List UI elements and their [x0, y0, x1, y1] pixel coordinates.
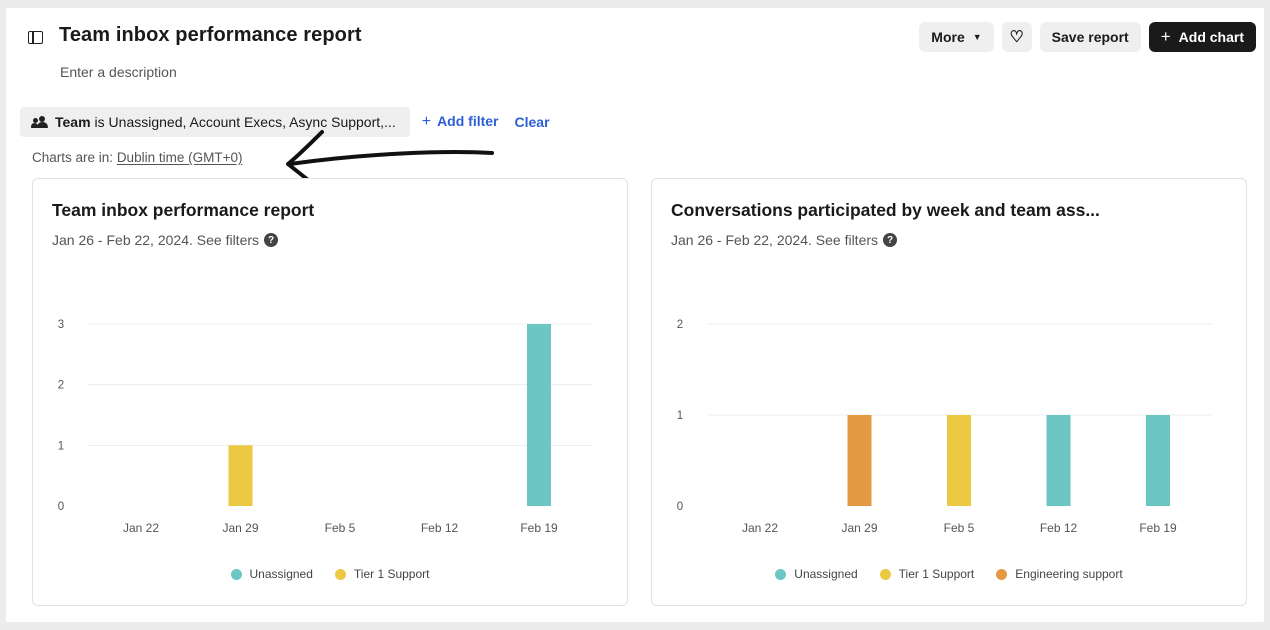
- legend-item[interactable]: Unassigned: [775, 567, 858, 581]
- sidebar-toggle-icon[interactable]: [28, 31, 43, 44]
- add-chart-label: Add chart: [1178, 29, 1244, 45]
- y-tick-label: 0: [677, 501, 683, 513]
- y-tick-label: 1: [677, 410, 683, 422]
- clear-filters-link[interactable]: Clear: [514, 114, 550, 130]
- legend-label: Tier 1 Support: [898, 567, 975, 581]
- x-tick-label: Feb 19: [1139, 521, 1177, 535]
- legend-swatch: [996, 568, 1008, 580]
- x-tick-label: Jan 22: [742, 521, 778, 535]
- legend-swatch: [334, 568, 346, 580]
- y-tick-label: 1: [58, 440, 64, 452]
- heart-icon: ♡: [1009, 29, 1024, 46]
- report-page: Team inbox performance report Enter a de…: [6, 8, 1264, 622]
- timezone-prefix: Charts are in:: [32, 150, 114, 165]
- legend-item[interactable]: Tier 1 Support: [334, 567, 430, 581]
- x-tick-label: Feb 5: [325, 521, 356, 535]
- x-tick-label: Feb 5: [944, 521, 975, 535]
- header-actions: More ▼ ♡ Save report + Add chart: [919, 22, 1256, 52]
- people-icon: [31, 115, 49, 129]
- x-tick-label: Feb 12: [1040, 521, 1078, 535]
- bar-chart: 0 1 2 3 Jan 22 Jan 29 Feb 5 Feb 12 Feb 19: [58, 319, 593, 535]
- y-tick-label: 2: [677, 319, 683, 331]
- help-icon[interactable]: ?: [883, 233, 898, 247]
- save-report-button[interactable]: Save report: [1039, 22, 1141, 52]
- filter-chip-value: is Unassigned, Account Execs, Async Supp…: [94, 114, 396, 130]
- legend-item[interactable]: Engineering support: [996, 567, 1123, 581]
- x-tick-label: Feb 12: [421, 521, 459, 535]
- filter-bar: Team is Unassigned, Account Execs, Async…: [20, 107, 550, 137]
- x-tick-label: Jan 22: [123, 521, 159, 535]
- report-header: Team inbox performance report: [28, 24, 362, 47]
- chart-subtitle: Jan 26 - Feb 22, 2024. See filters ?: [671, 232, 898, 248]
- more-button-label: More: [931, 29, 965, 45]
- add-filter-link[interactable]: + Add filter: [422, 113, 499, 131]
- chart-date-range: Jan 26 - Feb 22, 2024. See filters: [671, 232, 879, 248]
- legend-swatch: [230, 568, 242, 580]
- legend-swatch: [775, 568, 787, 580]
- caret-down-icon: ▼: [972, 32, 982, 42]
- bar-tier-1-support[interactable]: [228, 445, 253, 506]
- chart-title[interactable]: Conversations participated by week and t…: [671, 200, 1100, 220]
- legend-label: Tier 1 Support: [353, 567, 430, 581]
- more-button[interactable]: More ▼: [919, 22, 994, 52]
- timezone-note: Charts are in: Dublin time (GMT+0): [32, 150, 242, 165]
- plus-icon: +: [1160, 27, 1171, 46]
- legend-label: Engineering support: [1015, 567, 1123, 581]
- legend-label: Unassigned: [249, 567, 313, 581]
- plus-icon: +: [421, 113, 432, 130]
- chart-date-range: Jan 26 - Feb 22, 2024. See filters: [52, 232, 260, 248]
- y-tick-label: 2: [58, 380, 64, 392]
- add-filter-label: Add filter: [437, 113, 499, 129]
- description-field[interactable]: Enter a description: [60, 64, 177, 80]
- bar-tier-1-support[interactable]: [947, 415, 971, 506]
- x-tick-label: Jan 29: [222, 521, 258, 535]
- chart-subtitle: Jan 26 - Feb 22, 2024. See filters ?: [52, 232, 279, 248]
- legend-swatch: [879, 568, 891, 580]
- bar-unassigned[interactable]: [527, 324, 551, 506]
- chart-legend: Unassigned Tier 1 Support: [33, 567, 627, 581]
- chart-legend: Unassigned Tier 1 Support Engineering supp…: [652, 567, 1246, 581]
- x-tick-label: Jan 29: [841, 521, 877, 535]
- favorite-button[interactable]: ♡: [1001, 22, 1032, 52]
- help-icon[interactable]: ?: [264, 233, 279, 247]
- bar-unassigned[interactable]: [1046, 415, 1071, 506]
- legend-item[interactable]: Tier 1 Support: [879, 567, 975, 581]
- team-filter-chip[interactable]: Team is Unassigned, Account Execs, Async…: [20, 107, 410, 137]
- chart-card: Conversations participated by week and t…: [651, 178, 1247, 606]
- filter-chip-key: Team: [55, 114, 91, 130]
- bar-engineering-support[interactable]: [847, 415, 872, 506]
- chart-card: Team inbox performance report Jan 26 - F…: [32, 178, 628, 606]
- legend-item[interactable]: Unassigned: [230, 567, 313, 581]
- y-tick-label: 3: [58, 319, 64, 331]
- add-chart-button[interactable]: + Add chart: [1148, 22, 1256, 52]
- x-tick-label: Feb 19: [520, 521, 558, 535]
- page-title[interactable]: Team inbox performance report: [59, 24, 362, 46]
- bar-unassigned[interactable]: [1146, 415, 1170, 506]
- legend-label: Unassigned: [794, 567, 858, 581]
- chart-title[interactable]: Team inbox performance report: [52, 200, 315, 220]
- bar-chart: 0 1 2 Jan 22 Jan 29 Feb 5 Feb 12 Feb 19: [677, 319, 1212, 535]
- y-tick-label: 0: [58, 501, 64, 513]
- timezone-link[interactable]: Dublin time (GMT+0): [116, 150, 243, 165]
